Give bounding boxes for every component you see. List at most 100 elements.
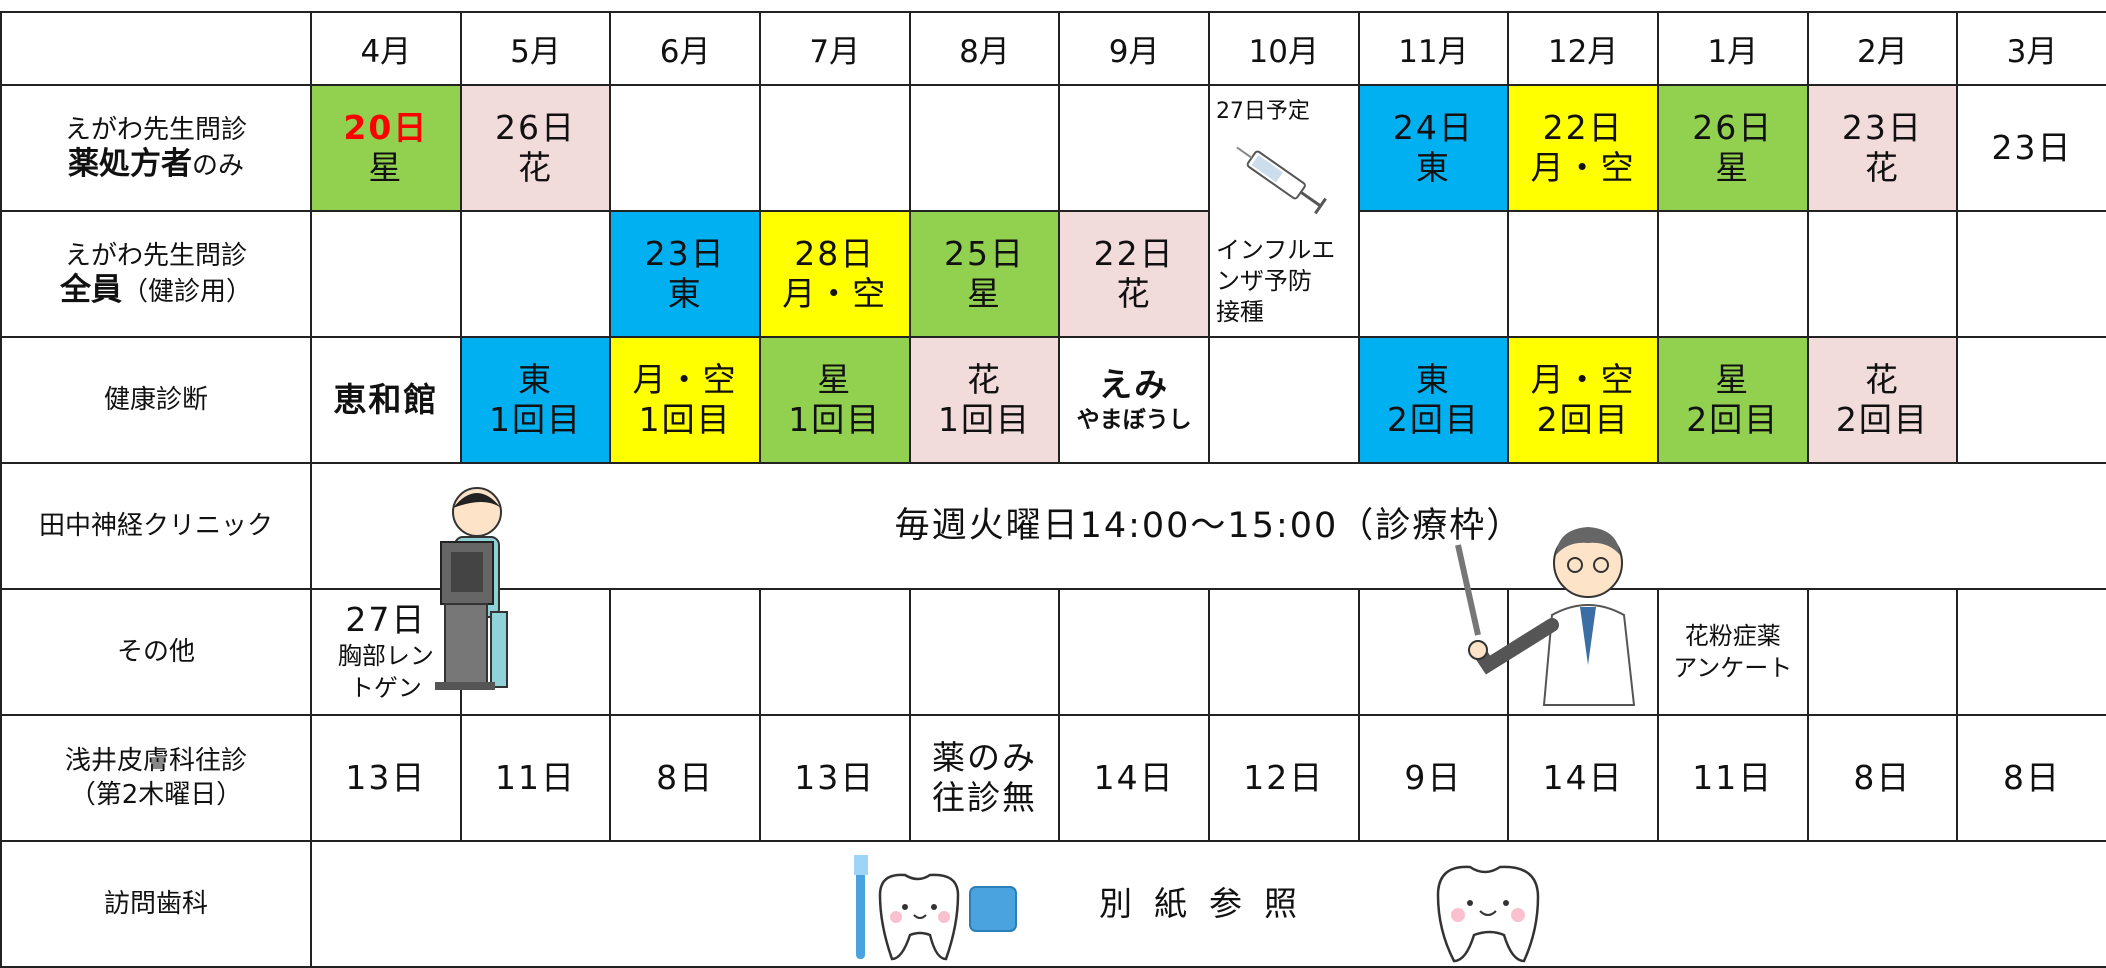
cell-text: 往診無 xyxy=(931,778,1037,817)
cell-text: 2回目 xyxy=(1536,400,1630,439)
schedule-cell: 8日 xyxy=(1956,714,2106,842)
cell-text: 24日 xyxy=(1392,108,1474,147)
schedule-row: えがわ先生問診 全員（健診用） 23日東 28日 月・空 25日星 22日花 xyxy=(0,210,2106,338)
month-header: 8月 xyxy=(908,11,1061,86)
schedule-cell xyxy=(1507,210,1659,338)
label-line: （第2木曜日） xyxy=(3,778,309,812)
cell-text: 23日 xyxy=(1841,108,1923,147)
schedule-cell: 13日 xyxy=(310,714,462,842)
cell-text: 接種 xyxy=(1215,298,1264,326)
cell-text: 別紙参照 xyxy=(1098,884,1319,923)
schedule-cell: えみ やまぼうし xyxy=(1058,336,1210,464)
label-text: えがわ先生問診 xyxy=(64,241,247,271)
schedule-cell xyxy=(908,84,1061,212)
schedule-cell: 月・空 2回目 xyxy=(1507,336,1659,464)
doctor-illustration xyxy=(1455,527,1636,706)
cell-text: 14日 xyxy=(1542,758,1624,797)
schedule-cell xyxy=(758,588,911,716)
cell-text: 恵和館 xyxy=(333,380,439,419)
cell-text: 2回目 xyxy=(1686,400,1780,439)
schedule-cell xyxy=(1058,588,1210,716)
cell-text: 花粉症薬 xyxy=(1684,622,1781,650)
schedule-cell xyxy=(459,210,612,338)
cell-text: 花 xyxy=(966,360,1002,399)
schedule-cell: 14日 xyxy=(1507,714,1659,842)
cell-text: 月・空 xyxy=(1530,148,1636,187)
cell-text: 毎週火曜日14:00〜15:00（診療枠） xyxy=(894,506,1524,546)
cell-text: 12日 xyxy=(1243,758,1325,797)
cell-text: 月・空 xyxy=(782,274,888,313)
schedule-cell xyxy=(758,84,911,212)
cell-text: 胸部レン xyxy=(337,642,434,670)
toothbrush-tooth-cup-illustration xyxy=(854,855,1017,961)
row-label: その他 xyxy=(0,588,312,716)
schedule-cell xyxy=(1656,210,1809,338)
label-line: 健康診断 xyxy=(3,383,309,417)
schedule-cell xyxy=(1058,84,1210,212)
row-label: えがわ先生問診 薬処方者のみ xyxy=(0,84,312,212)
schedule-cell: 24日東 xyxy=(1357,84,1510,212)
cell-text: 22日 xyxy=(1093,234,1175,273)
cell-text: 25日 xyxy=(943,234,1025,273)
label-text: （健診用） xyxy=(121,277,252,307)
cell-text: 13日 xyxy=(794,758,876,797)
cell-text: 東 xyxy=(517,360,553,399)
cell-text: 薬のみ xyxy=(931,738,1037,777)
schedule-cell: 11日 xyxy=(459,714,612,842)
cell-text: 9日 xyxy=(1404,758,1463,797)
cell-text: アンケート xyxy=(1673,654,1793,682)
xray-technician-illustration xyxy=(435,487,508,690)
schedule-cell xyxy=(609,84,761,212)
schedule-cell xyxy=(1806,210,1959,338)
schedule-cell: 25日星 xyxy=(908,210,1061,338)
cell-text: 27日予定 xyxy=(1215,99,1310,124)
month-header: 2月 xyxy=(1806,11,1959,86)
schedule-cell: 星 2回目 xyxy=(1656,336,1809,464)
month-header: 1月 xyxy=(1656,11,1809,86)
cell-text: 20日 xyxy=(343,108,429,147)
month-header: 12月 xyxy=(1507,11,1659,86)
schedule-cell: 恵和館 xyxy=(310,336,462,464)
row-label: 訪問歯科 xyxy=(0,840,312,968)
schedule-cell xyxy=(609,588,761,716)
label-text: 薬処方者 xyxy=(67,146,192,182)
cell-text: 1回目 xyxy=(788,400,882,439)
month-header: 11月 xyxy=(1357,11,1510,86)
cell-text: 2回目 xyxy=(1386,400,1480,439)
cell-text: 1回目 xyxy=(937,400,1031,439)
month-header: 3月 xyxy=(1956,11,2106,86)
month-header: 10月 xyxy=(1207,11,1360,86)
label-line: 全員（健診用） xyxy=(3,272,309,309)
cell-text: やまぼうし xyxy=(1076,407,1192,433)
schedule-cell xyxy=(1956,336,2106,464)
schedule-cell: 花粉症薬 アンケート xyxy=(1656,588,1809,716)
cell-text: 月・空 xyxy=(632,360,738,399)
schedule-cell: 27日予定 インフルエ ンザ予防 接種 xyxy=(1207,84,1360,338)
cell-text: 8日 xyxy=(1853,758,1912,797)
cell-text: 26日 xyxy=(1692,108,1774,147)
schedule-cell: 26日星 xyxy=(1656,84,1809,212)
schedule-cell: 東 1回目 xyxy=(459,336,612,464)
cell-text: 23日 xyxy=(1991,128,2073,167)
label-text: 田中神経クリニック xyxy=(38,511,273,541)
schedule-cell: 22日 月・空 xyxy=(1507,84,1659,212)
cell-text: 星 xyxy=(1715,148,1751,187)
schedule-row: 田中神経クリニック 毎週火曜日14:00〜15:00（診療枠） xyxy=(0,462,2106,590)
cell-text: 星 xyxy=(966,274,1002,313)
syringe-illustration xyxy=(1236,146,1327,215)
cell-text: 東 xyxy=(1415,360,1451,399)
cell-text: 14日 xyxy=(1093,758,1175,797)
label-text: 全員 xyxy=(59,272,122,308)
row-label: 健康診断 xyxy=(0,336,312,464)
schedule-table: 4月 5月 6月 7月 8月 9月 10月 11月 12月 1月 2月 3月 えがわ先生問診 薬処方者のみ… xyxy=(0,11,2106,968)
cell-text: 1回目 xyxy=(638,400,732,439)
cell-text: 22日 xyxy=(1542,108,1624,147)
label-line: 浅井皮膚科往診 xyxy=(3,744,309,778)
tooth-illustration xyxy=(1436,865,1540,963)
schedule-cell: 22日花 xyxy=(1058,210,1210,338)
schedule-cell: 薬のみ 往診無 xyxy=(908,714,1061,842)
schedule-cell: 11日 xyxy=(1656,714,1809,842)
row-label: 田中神経クリニック xyxy=(0,462,312,590)
cell-text: 23日 xyxy=(644,234,726,273)
